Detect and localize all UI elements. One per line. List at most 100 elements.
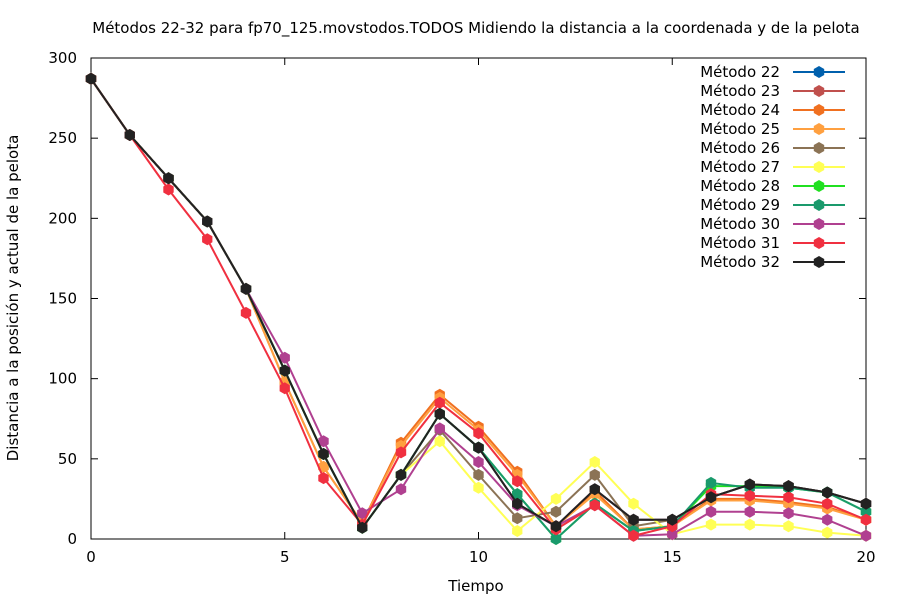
data-point (240, 282, 252, 295)
data-point (822, 497, 833, 510)
data-point (395, 468, 407, 481)
data-point (783, 480, 794, 493)
legend-swatch-marker (813, 123, 825, 135)
data-point (667, 513, 678, 526)
data-point (744, 489, 755, 502)
legend-entry: Método 27 (700, 158, 845, 176)
data-point (240, 306, 252, 319)
data-point (357, 507, 368, 520)
data-point (318, 435, 329, 448)
data-point (667, 528, 678, 541)
data-point (783, 491, 794, 504)
data-point (85, 72, 97, 85)
y-tick-label: 250 (48, 129, 77, 147)
data-point (279, 364, 290, 377)
data-point (589, 483, 600, 496)
data-point (744, 505, 755, 518)
data-point (589, 499, 600, 512)
data-point (705, 491, 717, 504)
legend-swatch-marker (813, 66, 825, 78)
data-point (860, 513, 872, 526)
data-point (822, 526, 833, 539)
legend-label: Método 26 (700, 139, 780, 157)
data-point (434, 396, 445, 409)
legend-entry: Método 24 (700, 101, 845, 119)
data-point (202, 215, 213, 228)
legend-entry: Método 29 (700, 196, 845, 214)
x-tick-label: 0 (86, 548, 96, 566)
data-point (783, 507, 794, 520)
data-point (512, 475, 523, 488)
y-tick-label: 300 (48, 49, 77, 67)
legend-label: Método 22 (700, 63, 780, 81)
data-point (473, 456, 484, 468)
data-point (163, 183, 174, 196)
x-tick-label: 10 (469, 548, 488, 566)
legend-label: Método 29 (700, 196, 780, 214)
y-tick-label: 200 (48, 209, 77, 227)
data-point (512, 525, 523, 537)
data-point (318, 472, 329, 485)
data-point (357, 521, 368, 534)
data-point (822, 486, 833, 499)
data-point (512, 497, 523, 510)
data-point (279, 351, 290, 364)
legend-entry: Método 22 (700, 63, 845, 81)
legend-swatch-marker (813, 180, 825, 192)
legend-entry: Método 31 (700, 234, 845, 252)
x-tick-label: 20 (856, 548, 875, 566)
series-m-todo-32 (85, 72, 872, 534)
legend-label: Método 30 (700, 215, 780, 233)
data-point (512, 512, 523, 525)
y-axis-label: Distancia a la posición y actual de la p… (4, 135, 22, 462)
legend-label: Método 25 (700, 120, 780, 138)
data-point (860, 505, 872, 518)
data-point (589, 468, 600, 481)
series-layer (85, 72, 872, 545)
legend-label: Método 32 (700, 253, 780, 271)
data-point (434, 407, 445, 420)
legend-entry: Método 30 (700, 215, 845, 233)
legend-swatch-marker (813, 256, 825, 268)
data-point (124, 129, 135, 141)
data-point (589, 456, 600, 468)
data-point (473, 441, 484, 454)
data-point (705, 518, 717, 531)
x-tick-label: 5 (280, 548, 290, 566)
data-point (860, 529, 872, 542)
legend-entry: Método 28 (700, 177, 845, 195)
data-point (550, 520, 562, 533)
legend-label: Método 24 (700, 101, 780, 119)
data-point (628, 513, 639, 526)
legend-swatch-marker (813, 85, 825, 97)
data-point (783, 520, 794, 533)
legend-entry: Método 23 (700, 82, 845, 100)
data-point (473, 481, 484, 494)
legend-swatch-marker (813, 218, 825, 230)
legend-swatch-marker (813, 142, 825, 154)
legend-swatch-marker (813, 199, 825, 211)
data-point (744, 478, 755, 491)
data-point (163, 172, 174, 185)
data-point (512, 488, 523, 501)
data-point (628, 497, 639, 510)
data-point (822, 513, 833, 526)
chart-title: Métodos 22-32 para fp70_125.movstodos.TO… (92, 19, 860, 38)
legend-entry: Método 32 (700, 253, 845, 271)
data-point (473, 427, 484, 440)
legend-entry: Método 25 (700, 120, 845, 138)
legend-swatch-marker (813, 237, 825, 249)
data-point (860, 497, 872, 510)
data-point (395, 483, 407, 496)
y-tick-label: 150 (48, 290, 77, 308)
x-axis-label: Tiempo (447, 577, 503, 595)
data-point (434, 422, 445, 435)
data-point (202, 233, 213, 246)
data-point (279, 382, 290, 395)
y-tick-label: 0 (67, 530, 77, 548)
x-tick-label: 15 (663, 548, 682, 566)
data-point (395, 446, 407, 459)
